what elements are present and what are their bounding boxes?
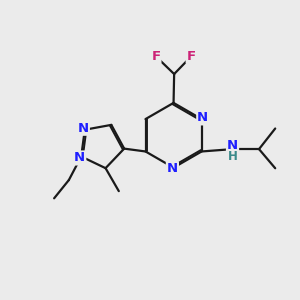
Text: N: N bbox=[197, 111, 208, 124]
Text: H: H bbox=[228, 150, 238, 163]
Text: N: N bbox=[167, 162, 178, 175]
Text: F: F bbox=[187, 50, 196, 63]
Text: N: N bbox=[78, 122, 89, 135]
Text: N: N bbox=[227, 139, 238, 152]
Text: F: F bbox=[151, 50, 160, 63]
Text: N: N bbox=[74, 152, 85, 164]
